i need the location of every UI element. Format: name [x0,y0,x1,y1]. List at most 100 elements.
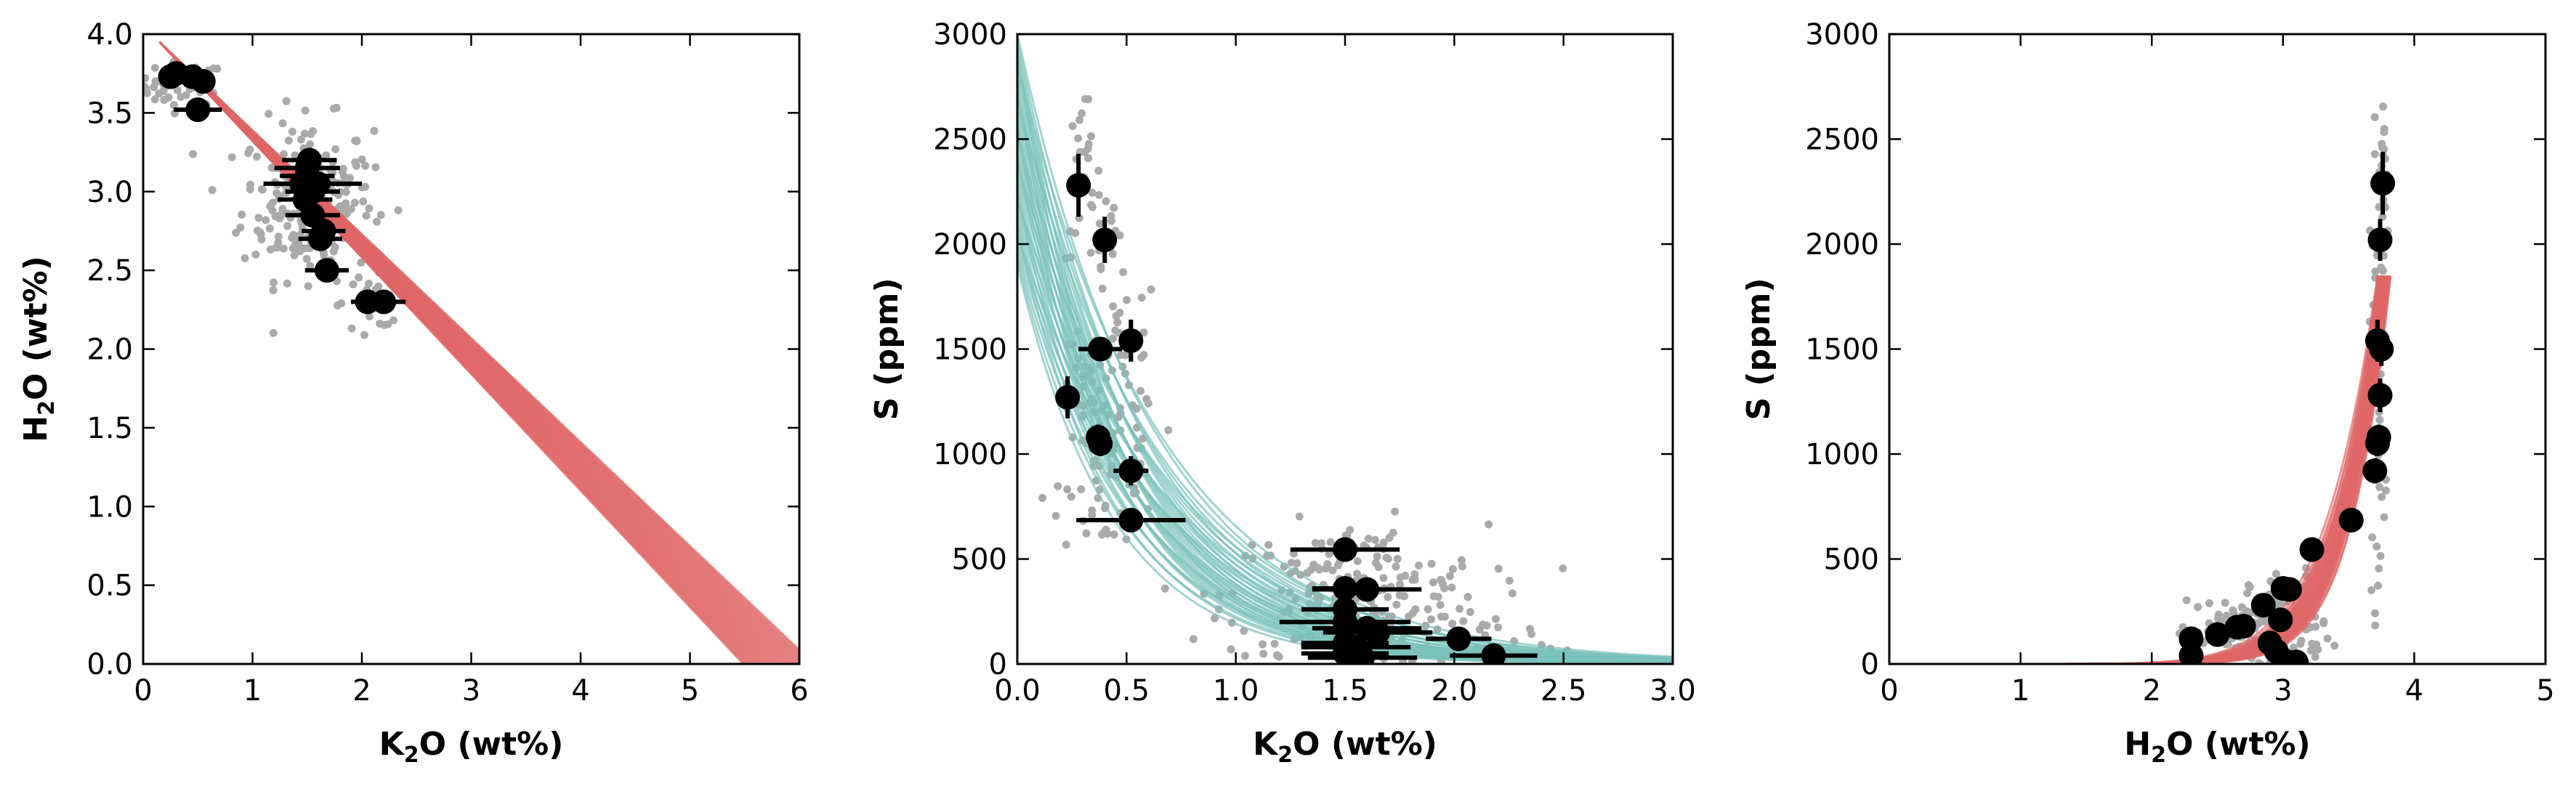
sample-dot [2375,668,2383,676]
sample-dot [2378,212,2387,221]
sample-dot [1063,485,1072,494]
sample-dot [246,145,254,154]
sample-dot [1109,302,1118,311]
sample-dot [2229,606,2237,615]
sample-dot [290,251,299,259]
sample-dot [1259,649,1268,658]
sample-dot [2367,586,2375,594]
sample-dot [208,186,217,195]
sample-dot [1123,296,1131,304]
sample-dot [2376,551,2385,560]
sample-dot [2378,493,2386,501]
sample-dot [272,243,281,252]
data-points [158,61,406,315]
sample-dot [182,91,190,100]
sample-dot [309,127,318,136]
sample-dot [173,86,182,94]
sample-dot [1391,507,1400,516]
sample-dot [2182,596,2191,604]
y-tick-label: 3.0 [86,176,133,209]
sample-dot [1067,493,1075,501]
sample-dot [1445,572,1454,580]
sample-dot [1107,216,1115,225]
data-point [1118,508,1144,533]
sample-dot [374,282,383,291]
sample-dot [1414,561,1423,570]
sample-dot [150,83,158,92]
sample-dot [1086,248,1095,257]
sample-dot [361,161,370,170]
sample-dot [2381,486,2390,495]
sample-dot [1240,652,1249,660]
x-tick-label: 2 [352,674,371,708]
model-curves [158,41,799,664]
sample-dot [1110,203,1118,212]
x-tick-label: 5 [681,674,699,708]
sample-dot [150,95,159,104]
model-curve [1017,69,1673,661]
sample-dot [269,286,278,295]
sample-dot [1427,615,1436,624]
sample-dot [2367,533,2376,542]
sample-dot [362,211,371,220]
data-points [1055,153,1538,664]
sample-dot [2380,125,2389,134]
sample-dot [355,273,363,282]
sample-dot [1440,584,1449,593]
sample-dot [1411,605,1420,614]
sample-dot [1098,284,1107,293]
data-point [1333,537,1357,562]
data-point [1350,645,1376,664]
sample-dot [1429,578,1437,587]
sample-dot [1429,592,1438,601]
sample-dot [1371,535,1380,544]
x-tick-label: 1 [243,674,262,708]
sample-dot [1315,564,1323,573]
y-tick-label: 2.5 [86,254,133,288]
sample-dot [1463,593,1472,601]
sample-dot [1082,529,1091,538]
x-tick-label: 1.5 [1322,674,1368,708]
y-tick-label: 2500 [933,123,1007,157]
sample-dot [349,280,358,288]
sample-dot [2375,564,2383,573]
model-curve [1889,275,2391,664]
sample-dot [2374,581,2383,590]
sample-dot [1448,620,1457,628]
sample-dot [1478,620,1487,629]
sample-dot [1466,607,1474,616]
axis-ticks: 0 1 2 3 4 5 0 500 1000 1500 2000 2500 3000 [1805,18,2555,708]
sample-dot [143,82,148,91]
sample-dot [304,282,312,291]
sample-dot [2375,416,2384,424]
sample-dot [274,232,283,241]
data-point [1055,384,1081,410]
sample-dot [2378,139,2386,148]
sample-dot [1051,511,1060,520]
sample-dot [1113,318,1122,327]
sample-dot [301,106,310,115]
sample-dot [159,86,168,95]
x-axis-label: K2O (wt%) [1253,726,1437,768]
x-tick-label: 3.0 [1650,674,1696,708]
sample-dot [306,262,315,270]
x-axis-label: H2O (wt%) [2124,726,2310,768]
x-tick-label: 1.0 [1213,674,1259,708]
sample-dot [1311,538,1320,547]
sample-dot [1081,94,1089,103]
sample-dot [1392,673,1400,681]
y-axis-label: H2O (wt%) [17,256,60,442]
sample-dot [1379,538,1388,547]
sample-dot [2297,636,2306,645]
sample-dot [278,119,287,128]
sample-dot [132,67,140,75]
sample-dot [1527,630,1535,639]
sample-dot [1164,426,1173,434]
sample-dot [2194,603,2202,612]
sample-dot [351,137,360,145]
sample-dot [339,168,347,177]
data-point [2338,508,2364,533]
sample-dot [132,86,140,94]
sample-dot [1322,564,1331,573]
sample-dot [1373,552,1381,561]
